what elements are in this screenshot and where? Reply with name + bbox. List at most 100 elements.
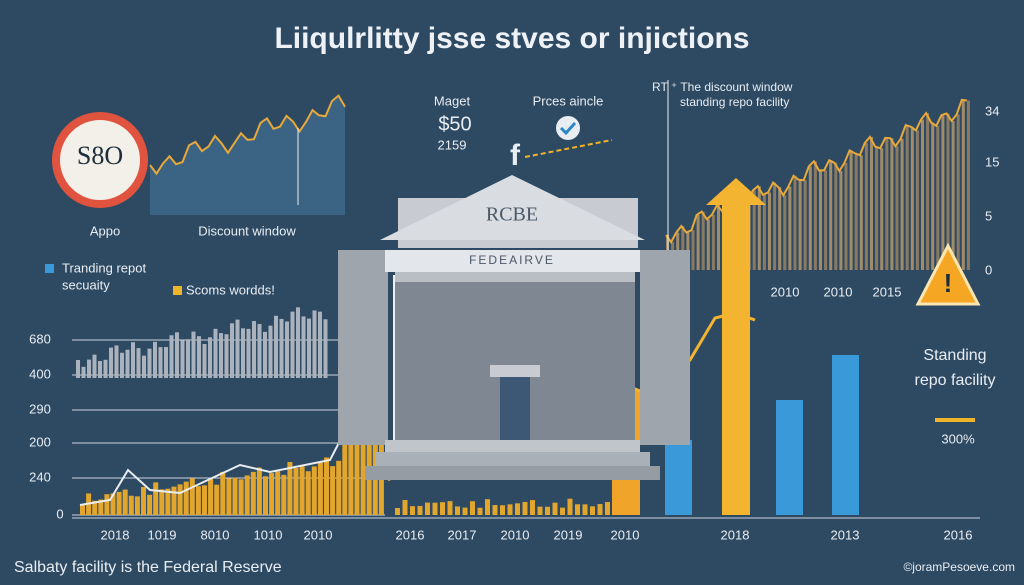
- gold-bar: [293, 467, 299, 515]
- check-icon: [556, 116, 580, 140]
- badge: [52, 112, 148, 208]
- stripe: [870, 136, 873, 270]
- gray-bar: [76, 360, 80, 378]
- arrow: [706, 178, 766, 515]
- y-tick-label: 0: [985, 262, 992, 277]
- gray-bar: [263, 331, 267, 378]
- gold-bar: [360, 417, 366, 515]
- market-sub: 2159: [438, 137, 467, 152]
- side-label: Standing: [923, 347, 986, 364]
- gray-bar: [318, 311, 322, 378]
- gray-bar: [285, 321, 289, 378]
- gold-bar: [354, 412, 360, 515]
- gold-bar: [92, 500, 98, 515]
- gold-bar: [590, 506, 595, 515]
- stripe: [859, 155, 863, 270]
- stripe: [803, 180, 807, 270]
- gold-bar: [183, 481, 189, 515]
- gold-bar: [324, 457, 329, 515]
- stripe: [711, 214, 715, 270]
- axis-label: 680: [29, 331, 51, 346]
- gold-bar: [582, 504, 588, 515]
- stripe: [900, 138, 904, 270]
- gold-bar: [507, 504, 513, 515]
- gold-bar: [440, 502, 445, 515]
- svg-text:!: !: [944, 268, 953, 298]
- stripe: [844, 162, 848, 270]
- x-tick-label: 2018: [721, 527, 750, 542]
- gray-bar: [268, 325, 273, 378]
- gold-bar: [447, 501, 453, 515]
- stripe: [819, 170, 822, 270]
- stripe: [926, 113, 930, 270]
- stripe: [783, 195, 787, 270]
- gold-bar: [455, 506, 460, 515]
- x-tick-label: 2018: [101, 527, 130, 542]
- x-tick-label: 8010: [201, 527, 230, 542]
- gold-bar: [330, 466, 336, 515]
- gold-bar: [263, 476, 268, 515]
- stripe: [696, 215, 700, 270]
- stripe: [829, 160, 833, 270]
- gold-bar: [477, 507, 483, 515]
- stripe: [956, 114, 960, 271]
- gold-bar: [104, 494, 110, 515]
- gold-bar: [122, 489, 128, 515]
- x-tick-label: 2013: [831, 527, 860, 542]
- gray-bar: [290, 311, 295, 378]
- x-tick-label: 2017: [448, 527, 477, 542]
- gold-bar: [537, 506, 543, 515]
- gold-bar: [552, 502, 558, 515]
- gold-bar: [269, 473, 275, 515]
- x-tick-label: 2010: [771, 284, 800, 299]
- x-tick-label: 2010: [824, 284, 853, 299]
- stripe: [941, 115, 945, 270]
- gray-bar: [109, 347, 113, 378]
- stripe: [854, 153, 858, 270]
- gold-bar: [311, 466, 317, 515]
- legend-label: secuaity: [62, 277, 110, 292]
- gold-bar: [232, 477, 238, 515]
- badge-text: S8O: [77, 141, 123, 170]
- stripe: [966, 100, 970, 270]
- gray-bar: [246, 328, 251, 378]
- gold-bar: [195, 486, 201, 515]
- gold-bar: [530, 500, 535, 515]
- stripe: [773, 182, 777, 270]
- gray-bar: [235, 319, 240, 378]
- stripe: [864, 142, 868, 270]
- stripe: [915, 130, 919, 270]
- stripe: [885, 137, 889, 270]
- gold-bar: [560, 507, 565, 515]
- gray-bar: [158, 347, 163, 378]
- x-tick-label: 2019: [554, 527, 583, 542]
- gold-bar: [402, 500, 408, 515]
- stripe: [717, 205, 720, 270]
- gray-bar: [131, 342, 135, 378]
- gray-bar: [208, 337, 212, 378]
- x-tick-label: 1019: [148, 527, 177, 542]
- legend-label: Scoms wordds!: [186, 282, 275, 297]
- gold-bar: [492, 505, 498, 515]
- gray-bar: [87, 359, 91, 378]
- gold-bar: [395, 508, 400, 515]
- building: [338, 175, 690, 480]
- note: RT ⁺ The discount window: [652, 80, 793, 94]
- stripe: [946, 113, 950, 270]
- gray-bar: [120, 352, 124, 378]
- blue-bar: [665, 440, 692, 515]
- note-2: standing repo facility: [680, 95, 789, 109]
- gold-bar: [116, 491, 122, 515]
- stripe: [905, 125, 909, 271]
- top-chart-caption: Discount window: [198, 223, 296, 238]
- stripe: [890, 138, 894, 270]
- gray-bar: [125, 349, 130, 378]
- y-tick-label: 15: [985, 154, 999, 169]
- gold-bar: [515, 503, 520, 515]
- market-label: Maget: [434, 93, 471, 108]
- gold-bar: [500, 505, 505, 515]
- stripe: [788, 186, 792, 270]
- x-tick-label: 2010: [611, 527, 640, 542]
- gray-bar: [147, 348, 152, 378]
